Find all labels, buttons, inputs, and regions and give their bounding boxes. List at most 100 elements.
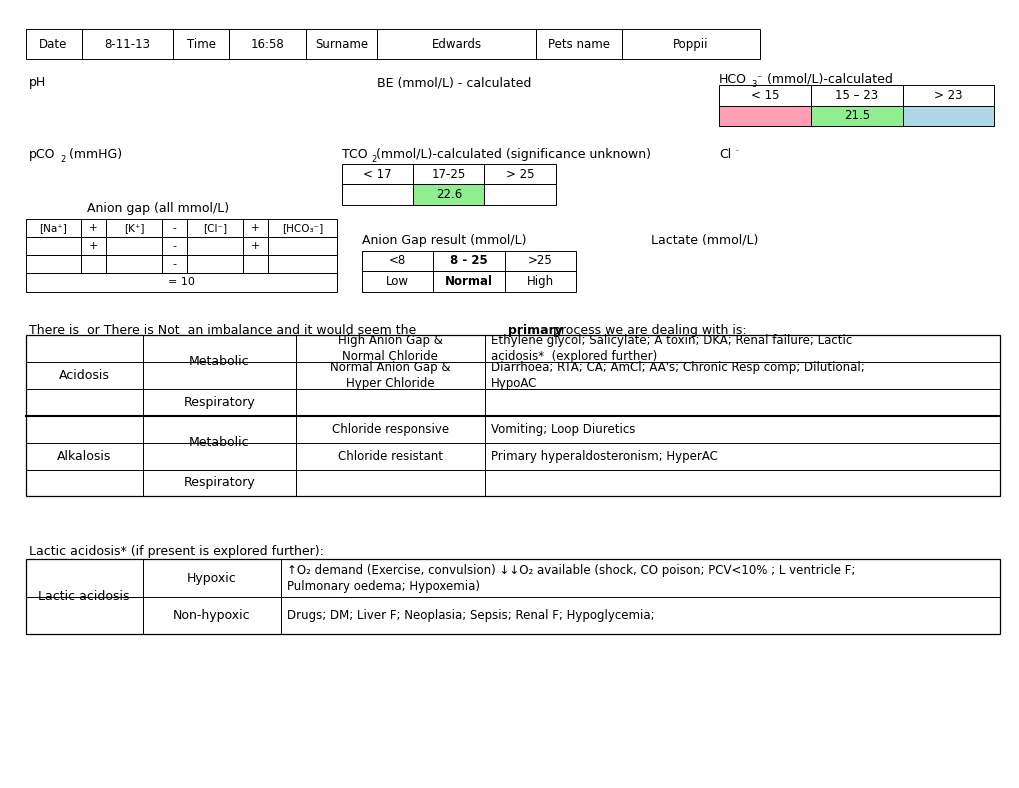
Text: (mmHG): (mmHG) — [65, 147, 122, 161]
FancyBboxPatch shape — [268, 255, 336, 273]
Text: Primary hyperaldosteronism; HyperAC: Primary hyperaldosteronism; HyperAC — [490, 450, 716, 463]
FancyBboxPatch shape — [341, 164, 413, 184]
FancyBboxPatch shape — [25, 29, 82, 59]
FancyBboxPatch shape — [162, 237, 187, 255]
FancyBboxPatch shape — [25, 237, 81, 255]
FancyBboxPatch shape — [106, 255, 162, 273]
FancyBboxPatch shape — [162, 255, 187, 273]
FancyBboxPatch shape — [718, 85, 810, 106]
Text: BE (mmol/L) - calculated: BE (mmol/L) - calculated — [377, 76, 531, 89]
FancyBboxPatch shape — [25, 559, 999, 634]
FancyBboxPatch shape — [173, 29, 229, 59]
FancyBboxPatch shape — [25, 335, 999, 496]
Text: Edwards: Edwards — [431, 38, 481, 50]
FancyBboxPatch shape — [413, 184, 484, 205]
Text: 2: 2 — [60, 154, 65, 164]
Text: -: - — [172, 223, 176, 233]
FancyBboxPatch shape — [162, 219, 187, 237]
Text: Alkalosis: Alkalosis — [57, 450, 111, 463]
Text: >25: >25 — [528, 255, 552, 267]
Text: primary: primary — [507, 325, 562, 337]
Text: Date: Date — [40, 38, 67, 50]
Text: 15 – 23: 15 – 23 — [835, 89, 877, 102]
FancyBboxPatch shape — [433, 271, 504, 292]
FancyBboxPatch shape — [902, 85, 994, 106]
Text: TCO: TCO — [341, 147, 367, 161]
Text: [Na⁺]: [Na⁺] — [39, 223, 67, 233]
FancyBboxPatch shape — [243, 255, 268, 273]
Text: ⁻: ⁻ — [756, 74, 761, 84]
Text: Low: Low — [386, 275, 409, 288]
Text: pCO: pCO — [29, 147, 55, 161]
FancyBboxPatch shape — [433, 251, 504, 271]
Text: > 25: > 25 — [505, 168, 534, 180]
Text: < 15: < 15 — [750, 89, 779, 102]
Text: > 23: > 23 — [933, 89, 962, 102]
FancyBboxPatch shape — [504, 271, 576, 292]
Text: Metabolic: Metabolic — [189, 436, 250, 449]
FancyBboxPatch shape — [902, 106, 994, 126]
FancyBboxPatch shape — [187, 219, 243, 237]
Text: Acidosis: Acidosis — [59, 369, 109, 381]
Text: Respiratory: Respiratory — [183, 396, 255, 409]
Text: [HCO₃⁻]: [HCO₃⁻] — [281, 223, 323, 233]
Text: Vomiting; Loop Diuretics: Vomiting; Loop Diuretics — [490, 422, 635, 436]
Text: Normal: Normal — [444, 275, 493, 288]
Text: 8-11-13: 8-11-13 — [104, 38, 151, 50]
Text: Lactic acidosis: Lactic acidosis — [39, 590, 129, 604]
FancyBboxPatch shape — [484, 164, 555, 184]
FancyBboxPatch shape — [622, 29, 759, 59]
Text: Drugs; DM; Liver F; Neoplasia; Sepsis; Renal F; Hypoglycemia;: Drugs; DM; Liver F; Neoplasia; Sepsis; R… — [286, 609, 653, 622]
Text: process we are dealing with is:: process we are dealing with is: — [548, 325, 746, 337]
FancyBboxPatch shape — [187, 255, 243, 273]
Text: Pets name: Pets name — [547, 38, 609, 50]
Text: HCO: HCO — [718, 72, 746, 86]
FancyBboxPatch shape — [187, 237, 243, 255]
FancyBboxPatch shape — [81, 255, 106, 273]
FancyBboxPatch shape — [25, 273, 336, 292]
Text: Lactate (mmol/L): Lactate (mmol/L) — [650, 234, 757, 247]
FancyBboxPatch shape — [810, 106, 902, 126]
Text: +: + — [251, 241, 260, 251]
FancyBboxPatch shape — [535, 29, 622, 59]
FancyBboxPatch shape — [484, 184, 555, 205]
FancyBboxPatch shape — [82, 29, 173, 59]
Text: 16:58: 16:58 — [251, 38, 284, 50]
Text: 22.6: 22.6 — [435, 188, 462, 201]
Text: -: - — [172, 259, 176, 269]
FancyBboxPatch shape — [413, 164, 484, 184]
FancyBboxPatch shape — [504, 251, 576, 271]
Text: There is  or There is Not  an imbalance and it would seem the: There is or There is Not an imbalance an… — [29, 325, 420, 337]
Text: 17-25: 17-25 — [431, 168, 466, 180]
Text: Non-hypoxic: Non-hypoxic — [172, 609, 251, 622]
Text: High: High — [527, 275, 553, 288]
FancyBboxPatch shape — [810, 85, 902, 106]
Text: (mmol/L)-calculated: (mmol/L)-calculated — [762, 72, 892, 86]
Text: Ethylene glycol; Salicylate; A toxin; DKA; Renal failure; Lactic
acidosis*  (exp: Ethylene glycol; Salicylate; A toxin; DK… — [490, 334, 851, 362]
Text: Respiratory: Respiratory — [183, 477, 255, 489]
Text: Normal Anion Gap &
Hyper Chloride: Normal Anion Gap & Hyper Chloride — [329, 361, 450, 390]
Text: ⁻: ⁻ — [734, 147, 738, 157]
Text: ↑O₂ demand (Exercise, convulsion) ↓↓O₂ available (shock, CO poison; PCV<10% ; L : ↑O₂ demand (Exercise, convulsion) ↓↓O₂ a… — [286, 563, 854, 593]
Text: = 10: = 10 — [167, 277, 195, 288]
FancyBboxPatch shape — [25, 219, 81, 237]
FancyBboxPatch shape — [106, 219, 162, 237]
Text: Chloride responsive: Chloride responsive — [331, 422, 448, 436]
Text: Cl: Cl — [718, 147, 731, 161]
Text: +: + — [89, 241, 98, 251]
FancyBboxPatch shape — [106, 237, 162, 255]
Text: Lactic acidosis* (if present is explored further):: Lactic acidosis* (if present is explored… — [29, 545, 323, 558]
Text: Anion Gap result (mmol/L): Anion Gap result (mmol/L) — [362, 234, 526, 247]
Text: -: - — [172, 241, 176, 251]
Text: (mmol/L)-calculated (significance unknown): (mmol/L)-calculated (significance unknow… — [376, 147, 651, 161]
Text: 2: 2 — [371, 154, 376, 164]
Text: +: + — [90, 223, 98, 233]
Text: [K⁺]: [K⁺] — [123, 223, 145, 233]
FancyBboxPatch shape — [268, 219, 336, 237]
Text: [Cl⁻]: [Cl⁻] — [203, 223, 227, 233]
FancyBboxPatch shape — [341, 184, 413, 205]
Text: Metabolic: Metabolic — [189, 355, 250, 368]
Text: Anion gap (all mmol/L): Anion gap (all mmol/L) — [87, 203, 228, 215]
Text: Poppii: Poppii — [673, 38, 708, 50]
Text: Surname: Surname — [315, 38, 368, 50]
